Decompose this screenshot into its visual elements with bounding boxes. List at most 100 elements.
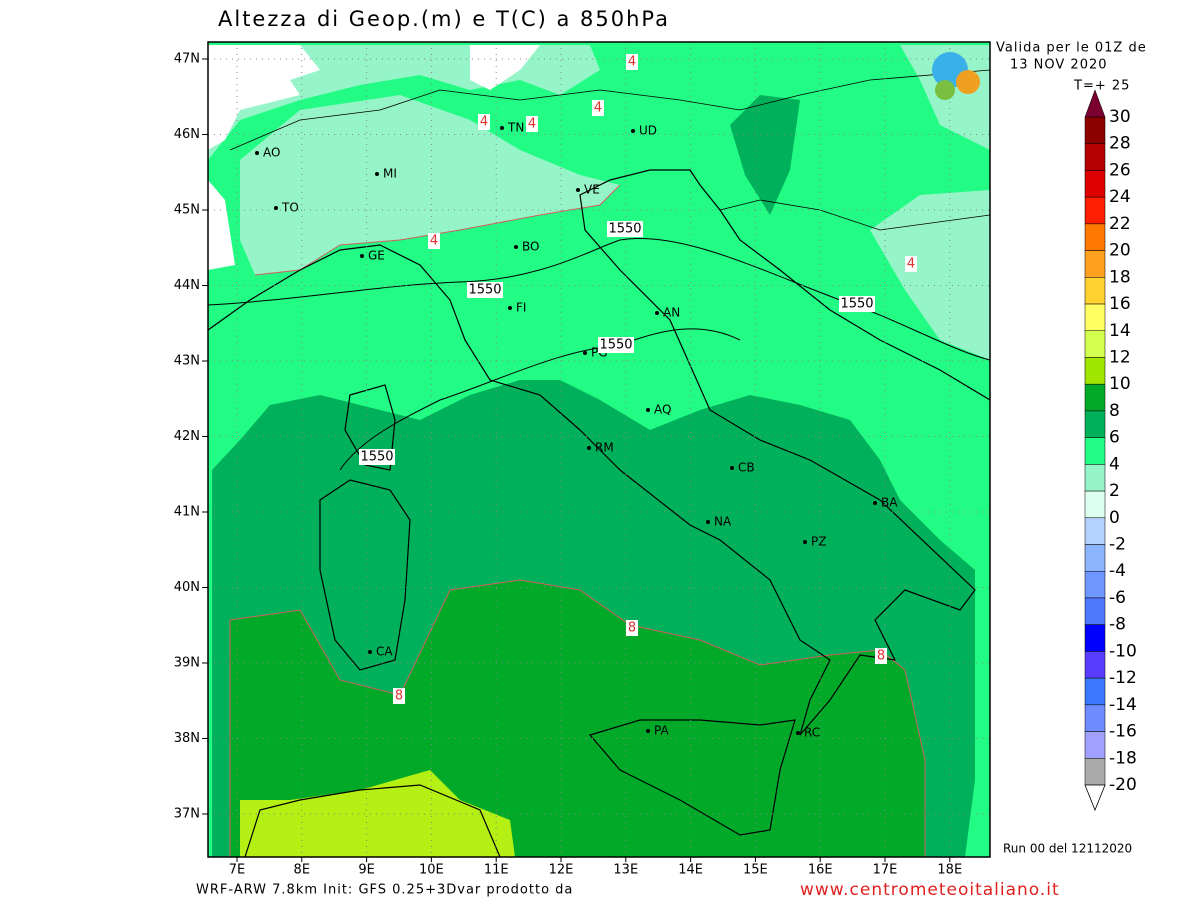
- city-dot: [646, 408, 650, 412]
- colorbar-segment: [1084, 223, 1106, 251]
- colorbar-label: 14: [1109, 321, 1131, 341]
- colorbar-label: -16: [1109, 722, 1137, 742]
- run-info: Run 00 del 12112020: [1003, 842, 1132, 856]
- lat-label: 43N: [174, 354, 200, 369]
- lat-label: 47N: [174, 52, 200, 67]
- colorbar-segment: [1084, 544, 1106, 572]
- isohypse: [339, 328, 741, 471]
- height-label: 1550: [599, 338, 632, 353]
- height-label: 1550: [840, 297, 873, 312]
- colorbar-segment: [1084, 383, 1106, 412]
- colorbar-label: 12: [1109, 347, 1131, 367]
- city-dot: [500, 126, 504, 130]
- colorbar-segment: [1084, 490, 1106, 519]
- city-dot: [368, 650, 372, 654]
- isohypse: [208, 237, 990, 361]
- colorbar-label: -6: [1109, 588, 1126, 608]
- city-label: AO: [263, 146, 280, 160]
- city-dot: [706, 520, 710, 524]
- map: [208, 42, 990, 857]
- city-dot: [646, 729, 650, 733]
- colorbar-label: 4: [1109, 454, 1120, 474]
- colorbar-label: 6: [1109, 428, 1120, 448]
- city-dot: [730, 466, 734, 470]
- colorbar-label: -10: [1109, 641, 1137, 661]
- temp-label-box: [626, 620, 638, 636]
- temp-label-box: [526, 116, 538, 132]
- colorbar-segment: [1084, 570, 1106, 599]
- temp-label: 4: [907, 257, 915, 272]
- temp-label-box: [875, 648, 887, 664]
- field-2-4: [240, 95, 620, 275]
- city-label: AQ: [654, 403, 671, 417]
- footer-site: www.centrometeoitaliano.it: [800, 880, 1060, 900]
- lat-label: 44N: [174, 278, 200, 293]
- colorbar-segment: [1084, 758, 1106, 786]
- africa-coast: [244, 784, 501, 857]
- temp-label: 4: [430, 234, 438, 249]
- colorbar-label: 18: [1109, 267, 1131, 287]
- colorbar-segment: [1084, 250, 1106, 278]
- field-6-8: [730, 95, 800, 215]
- colorbar-label: 24: [1109, 187, 1131, 207]
- colorbar-label: 26: [1109, 160, 1131, 180]
- colorbar-label: -4: [1109, 561, 1126, 581]
- colorbar-segment: [1084, 704, 1106, 732]
- lon-label: 13E: [613, 863, 638, 878]
- coastline: [208, 269, 301, 331]
- map-frame: [207, 41, 991, 858]
- colorbar-segment: [1084, 731, 1106, 759]
- height-label: 1550: [468, 283, 501, 298]
- corsica: [344, 384, 396, 471]
- colorbar-segment: [1084, 624, 1106, 652]
- city-dot: [631, 129, 635, 133]
- temp-label: 4: [528, 117, 536, 132]
- city-dot: [360, 254, 364, 258]
- city-label: VE: [584, 183, 600, 197]
- lon-label: 16E: [808, 863, 833, 878]
- field-missing: [208, 45, 320, 150]
- colorbar-label: 10: [1109, 374, 1131, 394]
- city-dot: [576, 188, 580, 192]
- graticule: 47N 46N 45N 44N 43N 42N 41N 40N 39N 38N 37N 7E 8E 9E 1…: [174, 42, 990, 878]
- lon-label: 14E: [678, 863, 703, 878]
- colorbar-label: 20: [1109, 241, 1131, 261]
- temp-label-box: [905, 256, 917, 272]
- field-2-4: [870, 190, 990, 360]
- colorbar-segment: [1084, 597, 1106, 625]
- colorbar-label: 22: [1109, 214, 1131, 234]
- field-10-12: [240, 770, 515, 857]
- colorbar-segment: [1084, 677, 1106, 706]
- colorbar-label: 30: [1109, 107, 1131, 127]
- temp-label-box: [592, 100, 604, 116]
- colorbar-label: -2: [1109, 535, 1126, 555]
- city-label: UD: [639, 124, 657, 138]
- temp-label: 4: [628, 55, 636, 70]
- colorbar-label: 8: [1109, 401, 1120, 421]
- temp-label-box: [478, 114, 490, 130]
- height-label-box: [839, 296, 875, 312]
- lon-label: 17E: [873, 863, 898, 878]
- colorbar-segment: [1084, 196, 1106, 225]
- city-dot: [796, 731, 800, 735]
- title: Altezza di Geop.(m) e T(C) a 850hPa: [218, 7, 670, 31]
- city-label: RM: [595, 441, 614, 455]
- field-missing: [208, 180, 235, 270]
- city-dot: [803, 540, 807, 544]
- lat-label: 37N: [174, 807, 200, 822]
- city-label: TN: [507, 121, 524, 135]
- colorbar-segment: [1084, 437, 1106, 465]
- city-label: BA: [881, 496, 898, 510]
- height-label-box: [607, 221, 643, 237]
- lat-label: 46N: [174, 127, 200, 142]
- height-label-box: [598, 337, 634, 353]
- height-label-box: [359, 449, 395, 465]
- city-label: GE: [368, 249, 385, 263]
- valid-date: 13 NOV 2020: [1010, 58, 1108, 73]
- map-labels: AOMITOTNUDVEGEBOFIANPGAQRMCBNAPZBACAPARC…: [255, 54, 917, 740]
- lon-label: 11E: [484, 863, 509, 878]
- lat-label: 45N: [174, 203, 200, 218]
- colorbar-label: -20: [1109, 775, 1137, 795]
- colorbar-segment: [1084, 464, 1106, 492]
